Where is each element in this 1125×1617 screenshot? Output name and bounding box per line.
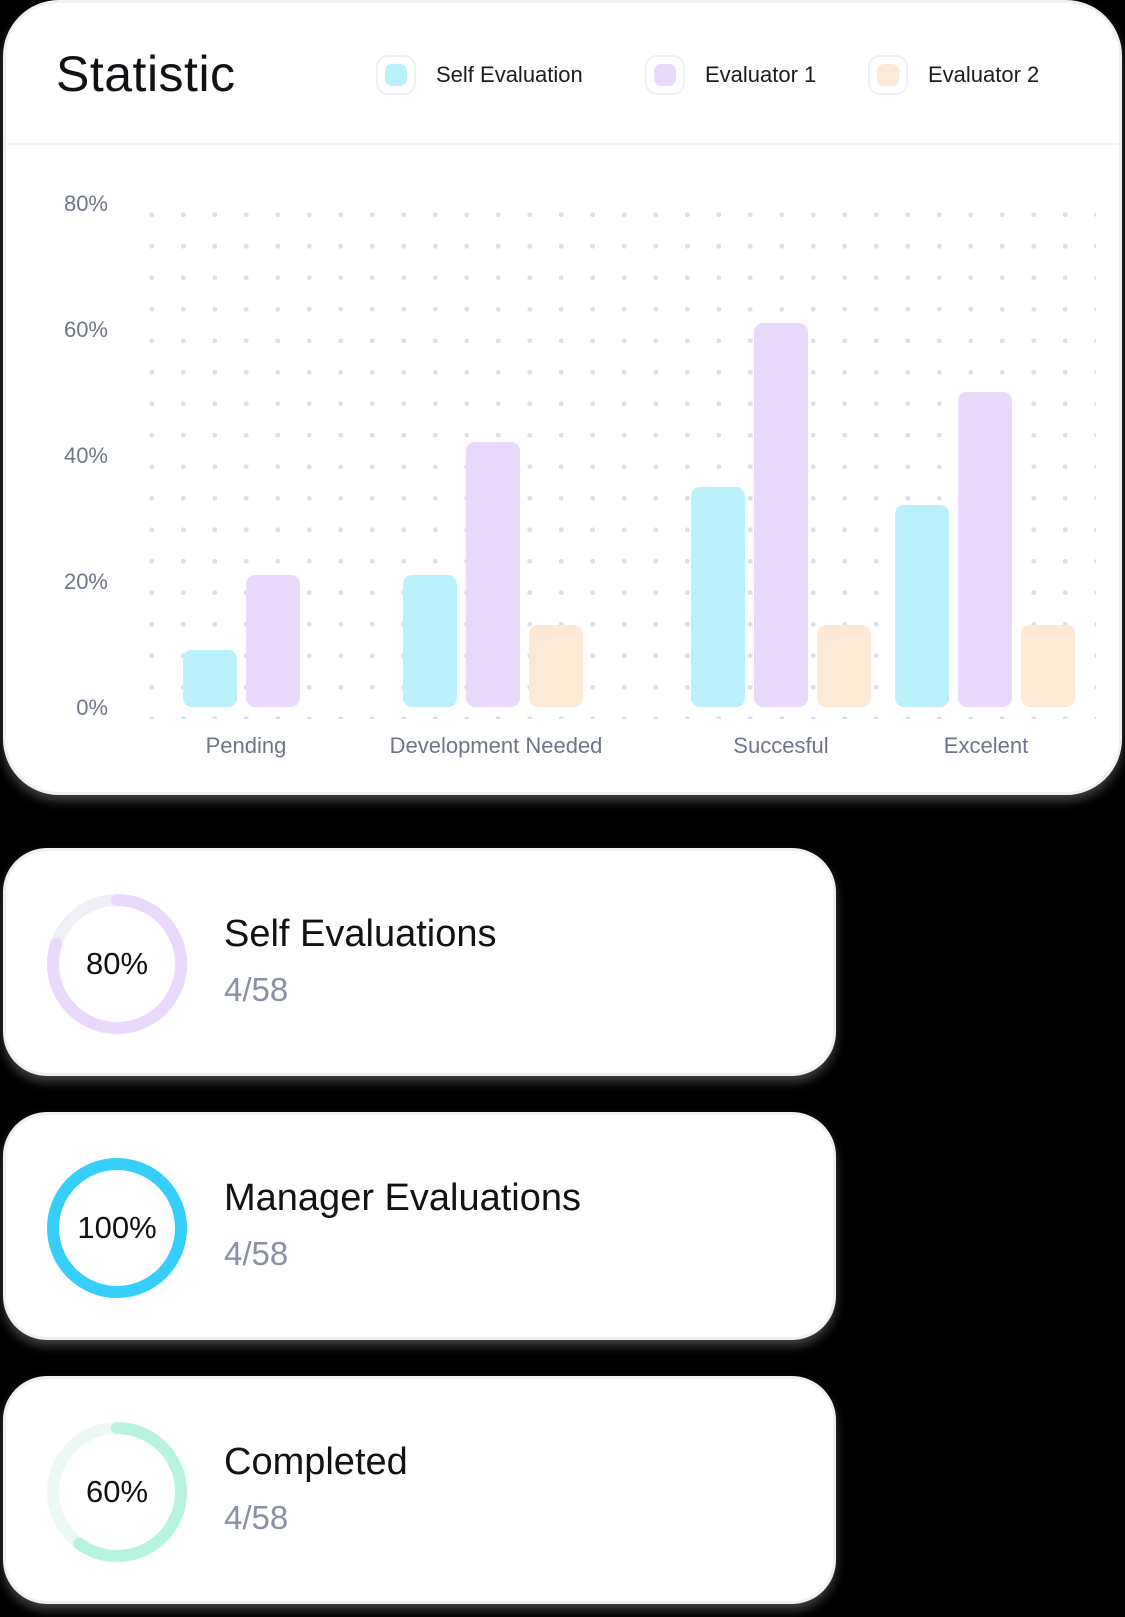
progress-count: 4/58 (224, 1235, 289, 1272)
progress-ring-icon (47, 1158, 187, 1298)
y-tick-label: 60% (63, 317, 108, 342)
progress-count: 4/58 (224, 971, 289, 1008)
progress-percent: 80% (85, 946, 149, 981)
progress-count: 4/58 (224, 1499, 289, 1536)
bar-self-evaluation-pending[interactable] (183, 650, 237, 707)
statistic-card: Statistic Self Evaluation Evaluator 1 Ev… (3, 0, 1122, 795)
legend-swatch-icon (868, 55, 908, 95)
progress-card-self-evaluations[interactable]: 80% Self Evaluations 4/58 (3, 848, 836, 1076)
legend-evaluator-2[interactable]: Evaluator 2 (868, 55, 1039, 95)
progress-card-manager-evaluations[interactable]: 100% Manager Evaluations 4/58 (3, 1112, 836, 1340)
bar-evaluator-1-succesful[interactable] (754, 322, 808, 707)
progress-card-completed[interactable]: 60% Completed 4/58 (3, 1376, 836, 1604)
x-label-succesful: Succesful (733, 733, 829, 758)
y-tick-label: 20% (63, 569, 108, 594)
x-label-pending: Pending (205, 733, 287, 758)
progress-title: Manager Evaluations (224, 1177, 581, 1219)
statistic-header: Statistic Self Evaluation Evaluator 1 Ev… (6, 3, 1119, 145)
bar-evaluator-1-pending[interactable] (246, 574, 300, 707)
legend-swatch-icon (645, 55, 685, 95)
progress-title: Completed (224, 1441, 408, 1483)
bar-self-evaluation-excelent[interactable] (895, 505, 949, 707)
legend-label: Evaluator 1 (705, 62, 817, 87)
legend-self-evaluation[interactable]: Self Evaluation (376, 55, 583, 95)
progress-percent: 100% (77, 1210, 157, 1245)
y-tick-label: 0% (76, 695, 108, 720)
legend-swatch-icon (376, 55, 416, 95)
bar-evaluator-1-development-needed[interactable] (466, 442, 520, 707)
progress-percent: 60% (85, 1474, 149, 1509)
x-label-excelent: Excelent (943, 733, 1029, 758)
x-label-development-needed: Development Needed (389, 733, 603, 758)
legend-label: Evaluator 2 (928, 62, 1040, 87)
bar-evaluator-2-development-needed[interactable] (529, 625, 583, 707)
chart-title: Statistic (56, 46, 236, 102)
legend-evaluator-1[interactable]: Evaluator 1 (645, 55, 816, 95)
progress-ring-icon (47, 894, 187, 1034)
y-tick-label: 40% (63, 443, 108, 468)
bar-evaluator-2-excelent[interactable] (1021, 625, 1075, 707)
bar-self-evaluation-succesful[interactable] (691, 486, 745, 707)
bar-self-evaluation-development-needed[interactable] (403, 574, 457, 707)
progress-ring-icon (47, 1422, 187, 1562)
bar-evaluator-2-succesful[interactable] (817, 625, 871, 707)
bar-evaluator-1-excelent[interactable] (958, 392, 1012, 707)
y-tick-label: 80% (63, 191, 108, 216)
legend-label: Self Evaluation (436, 62, 583, 87)
progress-title: Self Evaluations (224, 913, 497, 955)
